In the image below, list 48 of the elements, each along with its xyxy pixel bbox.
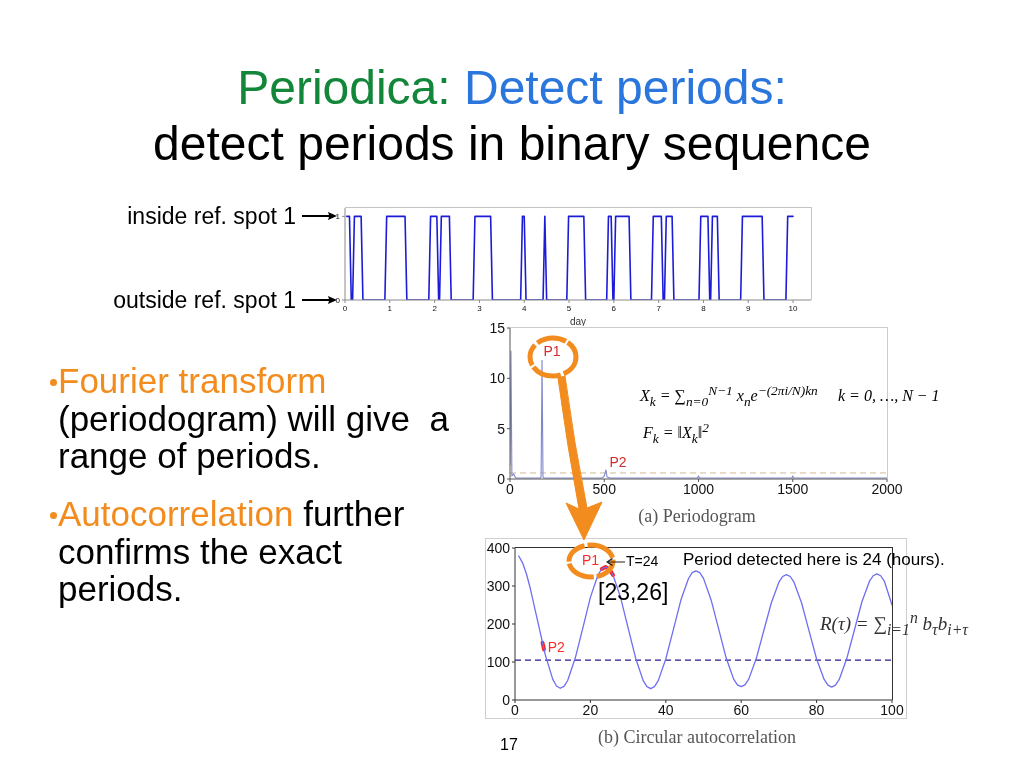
- x-tick-label: 3: [477, 303, 483, 313]
- text: (a) Periodogram: [638, 505, 756, 527]
- text: Fourier transform: [58, 361, 327, 400]
- x-tick-label: 20: [582, 701, 599, 718]
- annotation: k = 0, …, N − 1: [838, 386, 940, 406]
- y-tick-label: 200: [486, 615, 511, 632]
- x-tick-label: 1500: [777, 480, 809, 497]
- x-tick-label: 2000: [871, 480, 903, 497]
- x-tick-label: 2: [432, 303, 438, 313]
- x-tick-label: 9: [746, 303, 752, 313]
- y-tick-label: 100: [486, 653, 511, 670]
- x-tick-label: 0: [342, 303, 348, 313]
- annotation: P1: [581, 551, 600, 569]
- text: detect periods in binary sequence: [153, 117, 871, 170]
- x-tick-label: 40: [658, 701, 674, 718]
- x-tick-label: 8: [701, 303, 707, 313]
- text: 17: [500, 735, 518, 755]
- annotation: P1: [543, 343, 561, 360]
- annotation: F$_{k}$ = ‖X$_{k}$‖$^{2}$: [643, 420, 709, 446]
- text: confirms the exact periods.: [58, 531, 343, 608]
- x-tick-label: 4: [522, 303, 527, 313]
- text: Periodica: Detect periods:: [237, 61, 787, 114]
- annotation: P2: [547, 638, 565, 656]
- x-tick-label: 10: [788, 303, 799, 313]
- text: (b) Circular autocorrelation: [598, 726, 796, 748]
- x-tick-label: 80: [808, 701, 825, 718]
- text: further: [303, 494, 405, 533]
- x-tick-label: 100: [880, 701, 904, 718]
- x-tick-label: 60: [733, 701, 750, 718]
- x-tick-label: 500: [592, 480, 617, 497]
- text: (periodogram) will give a range of periods.: [58, 398, 450, 475]
- annotation: T=24: [626, 552, 659, 570]
- x-tick-label: 1000: [682, 480, 715, 497]
- text: X$_{k}$ = ∑$_{n=0}$$^{N−1}$ x$_{n}$e$^{−(2πi/N)kn}$: [640, 383, 818, 409]
- y-tick-label: 400: [486, 539, 511, 556]
- y-tick-label: 10: [489, 370, 506, 387]
- text: outside ref. spot 1: [113, 286, 296, 314]
- annotation: [23,26]: [598, 578, 669, 606]
- x-tick-label: 7: [656, 303, 662, 313]
- x-tick-label: 6: [611, 303, 617, 313]
- y-tick-label: 5: [497, 420, 506, 437]
- text: inside ref. spot 1: [127, 202, 296, 230]
- x-tick-label: 5: [566, 303, 572, 313]
- y-tick-label: 300: [486, 577, 511, 594]
- text: Autocorrelation: [58, 494, 294, 533]
- x-tick-label: 1: [387, 303, 393, 313]
- annotation: P2: [609, 453, 627, 470]
- y-tick-label: 15: [489, 319, 506, 336]
